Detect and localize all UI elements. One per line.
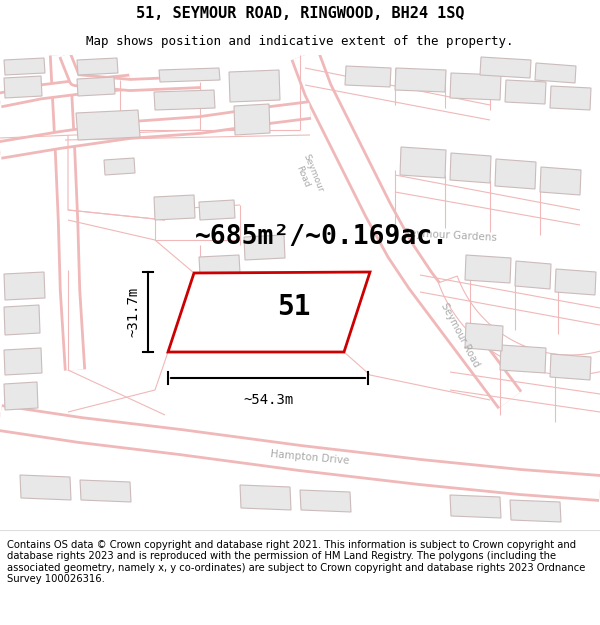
Polygon shape [345, 66, 391, 87]
Polygon shape [199, 255, 240, 275]
Text: ~685m²/~0.169ac.: ~685m²/~0.169ac. [195, 224, 449, 250]
Text: Map shows position and indicative extent of the property.: Map shows position and indicative extent… [86, 35, 514, 48]
Text: ~54.3m: ~54.3m [243, 393, 293, 407]
Text: Seymour Road: Seymour Road [439, 301, 481, 369]
Polygon shape [168, 272, 370, 352]
Polygon shape [400, 147, 446, 178]
Polygon shape [199, 200, 235, 220]
Polygon shape [510, 500, 561, 522]
Polygon shape [234, 104, 270, 135]
Polygon shape [104, 158, 135, 175]
Polygon shape [495, 159, 536, 189]
Polygon shape [465, 255, 511, 283]
Polygon shape [77, 58, 118, 75]
Polygon shape [244, 235, 285, 260]
Polygon shape [76, 110, 140, 140]
Polygon shape [540, 167, 581, 195]
Polygon shape [550, 354, 591, 380]
Polygon shape [154, 195, 195, 220]
Polygon shape [4, 305, 40, 335]
Polygon shape [20, 475, 71, 500]
Polygon shape [4, 58, 45, 75]
Polygon shape [154, 90, 215, 110]
Text: 51: 51 [277, 293, 311, 321]
Polygon shape [80, 480, 131, 502]
Polygon shape [159, 68, 220, 82]
Polygon shape [450, 495, 501, 518]
Polygon shape [450, 73, 501, 100]
Polygon shape [4, 76, 42, 98]
Polygon shape [4, 272, 45, 300]
Polygon shape [505, 80, 546, 104]
Polygon shape [240, 485, 291, 510]
Polygon shape [229, 70, 280, 102]
Polygon shape [515, 261, 551, 289]
Text: 51, SEYMOUR ROAD, RINGWOOD, BH24 1SQ: 51, SEYMOUR ROAD, RINGWOOD, BH24 1SQ [136, 6, 464, 21]
Polygon shape [550, 86, 591, 110]
Polygon shape [77, 77, 115, 96]
Polygon shape [450, 153, 491, 183]
Text: Seymour
Road: Seymour Road [292, 152, 325, 198]
Polygon shape [4, 348, 42, 375]
Polygon shape [555, 269, 596, 295]
Text: Contains OS data © Crown copyright and database right 2021. This information is : Contains OS data © Crown copyright and d… [7, 539, 586, 584]
Polygon shape [500, 345, 546, 373]
Polygon shape [439, 276, 600, 375]
Polygon shape [4, 382, 38, 410]
Polygon shape [395, 68, 446, 92]
Text: Seymour Gardens: Seymour Gardens [403, 228, 497, 242]
Text: Hampton Drive: Hampton Drive [270, 449, 350, 466]
Polygon shape [300, 490, 351, 512]
Polygon shape [480, 57, 531, 78]
Text: ~31.7m: ~31.7m [126, 287, 140, 337]
Polygon shape [535, 63, 576, 83]
Polygon shape [465, 323, 503, 351]
